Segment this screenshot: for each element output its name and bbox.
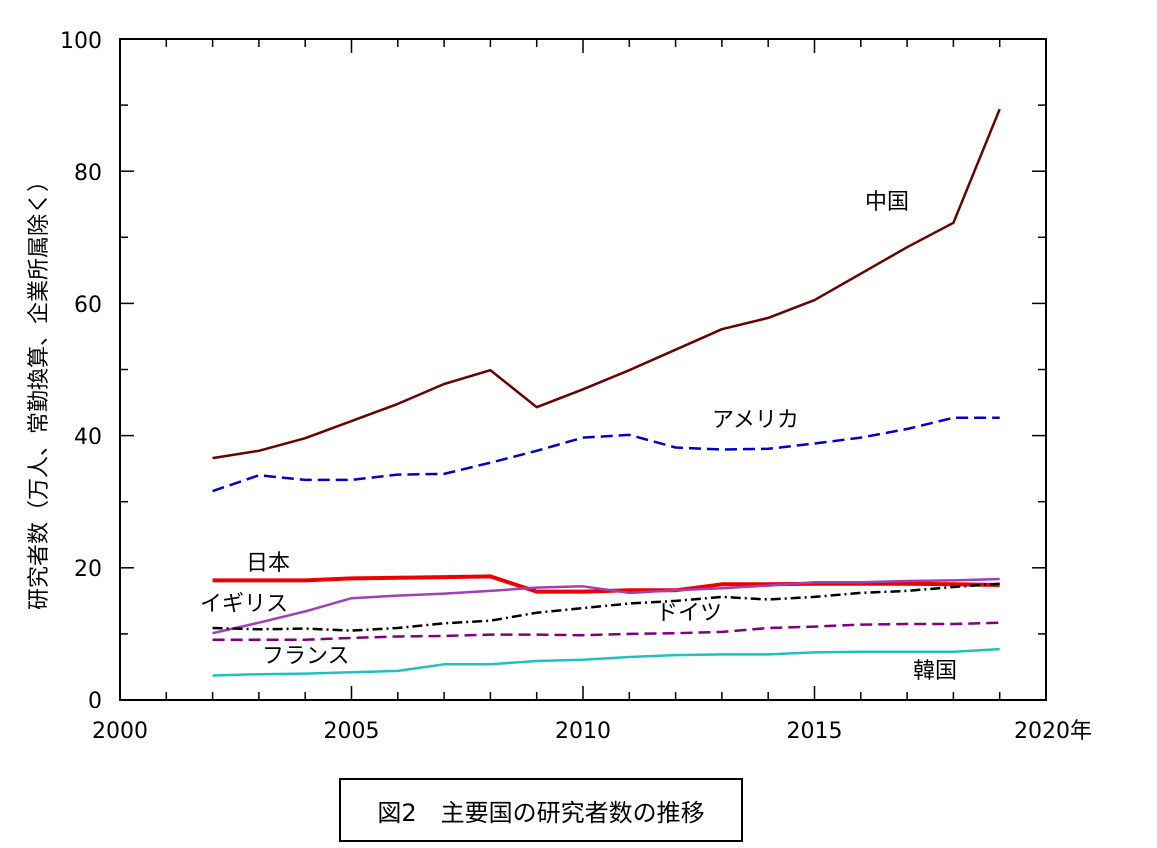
- series-label-france: フランス: [262, 644, 350, 669]
- x-tick-label-2000: 2000: [92, 719, 148, 744]
- series-line-1: [212, 416, 1000, 493]
- series-line-2: [212, 574, 1000, 594]
- figure-caption: 図2 主要国の研究者数の推移: [339, 778, 743, 842]
- x-tick-label-2015: 2015: [787, 719, 843, 744]
- series-line-4: [212, 582, 1000, 632]
- series-line-5: [212, 621, 1000, 642]
- axis-ticks: [119, 38, 1047, 701]
- series-line-0: [212, 108, 1001, 460]
- y-tick-label-20: 20: [74, 557, 102, 582]
- y-tick-label-60: 60: [74, 293, 102, 318]
- series-label-usa: アメリカ: [712, 408, 799, 433]
- y-axis-label: 研究者数（万人、常勤換算、企業所属除く）: [27, 170, 52, 610]
- series-label-china: 中国: [865, 190, 909, 215]
- series-label-korea: 韓国: [913, 659, 957, 684]
- y-tick-label-100: 100: [60, 29, 102, 54]
- y-tick-label-0: 0: [88, 689, 102, 714]
- series-label-japan: 日本: [246, 551, 290, 576]
- series-line-6: [212, 647, 1000, 677]
- y-tick-label-80: 80: [74, 161, 102, 186]
- x-tick-label-2010: 2010: [555, 719, 611, 744]
- x-tick-label-2020: 2020年: [1014, 719, 1092, 744]
- y-tick-label-40: 40: [74, 425, 102, 450]
- series-label-germany: ドイツ: [656, 601, 722, 626]
- series-lines: [212, 108, 1001, 677]
- series-line-3: [212, 577, 1000, 635]
- x-tick-label-2005: 2005: [324, 719, 380, 744]
- series-label-uk: イギリス: [200, 592, 288, 617]
